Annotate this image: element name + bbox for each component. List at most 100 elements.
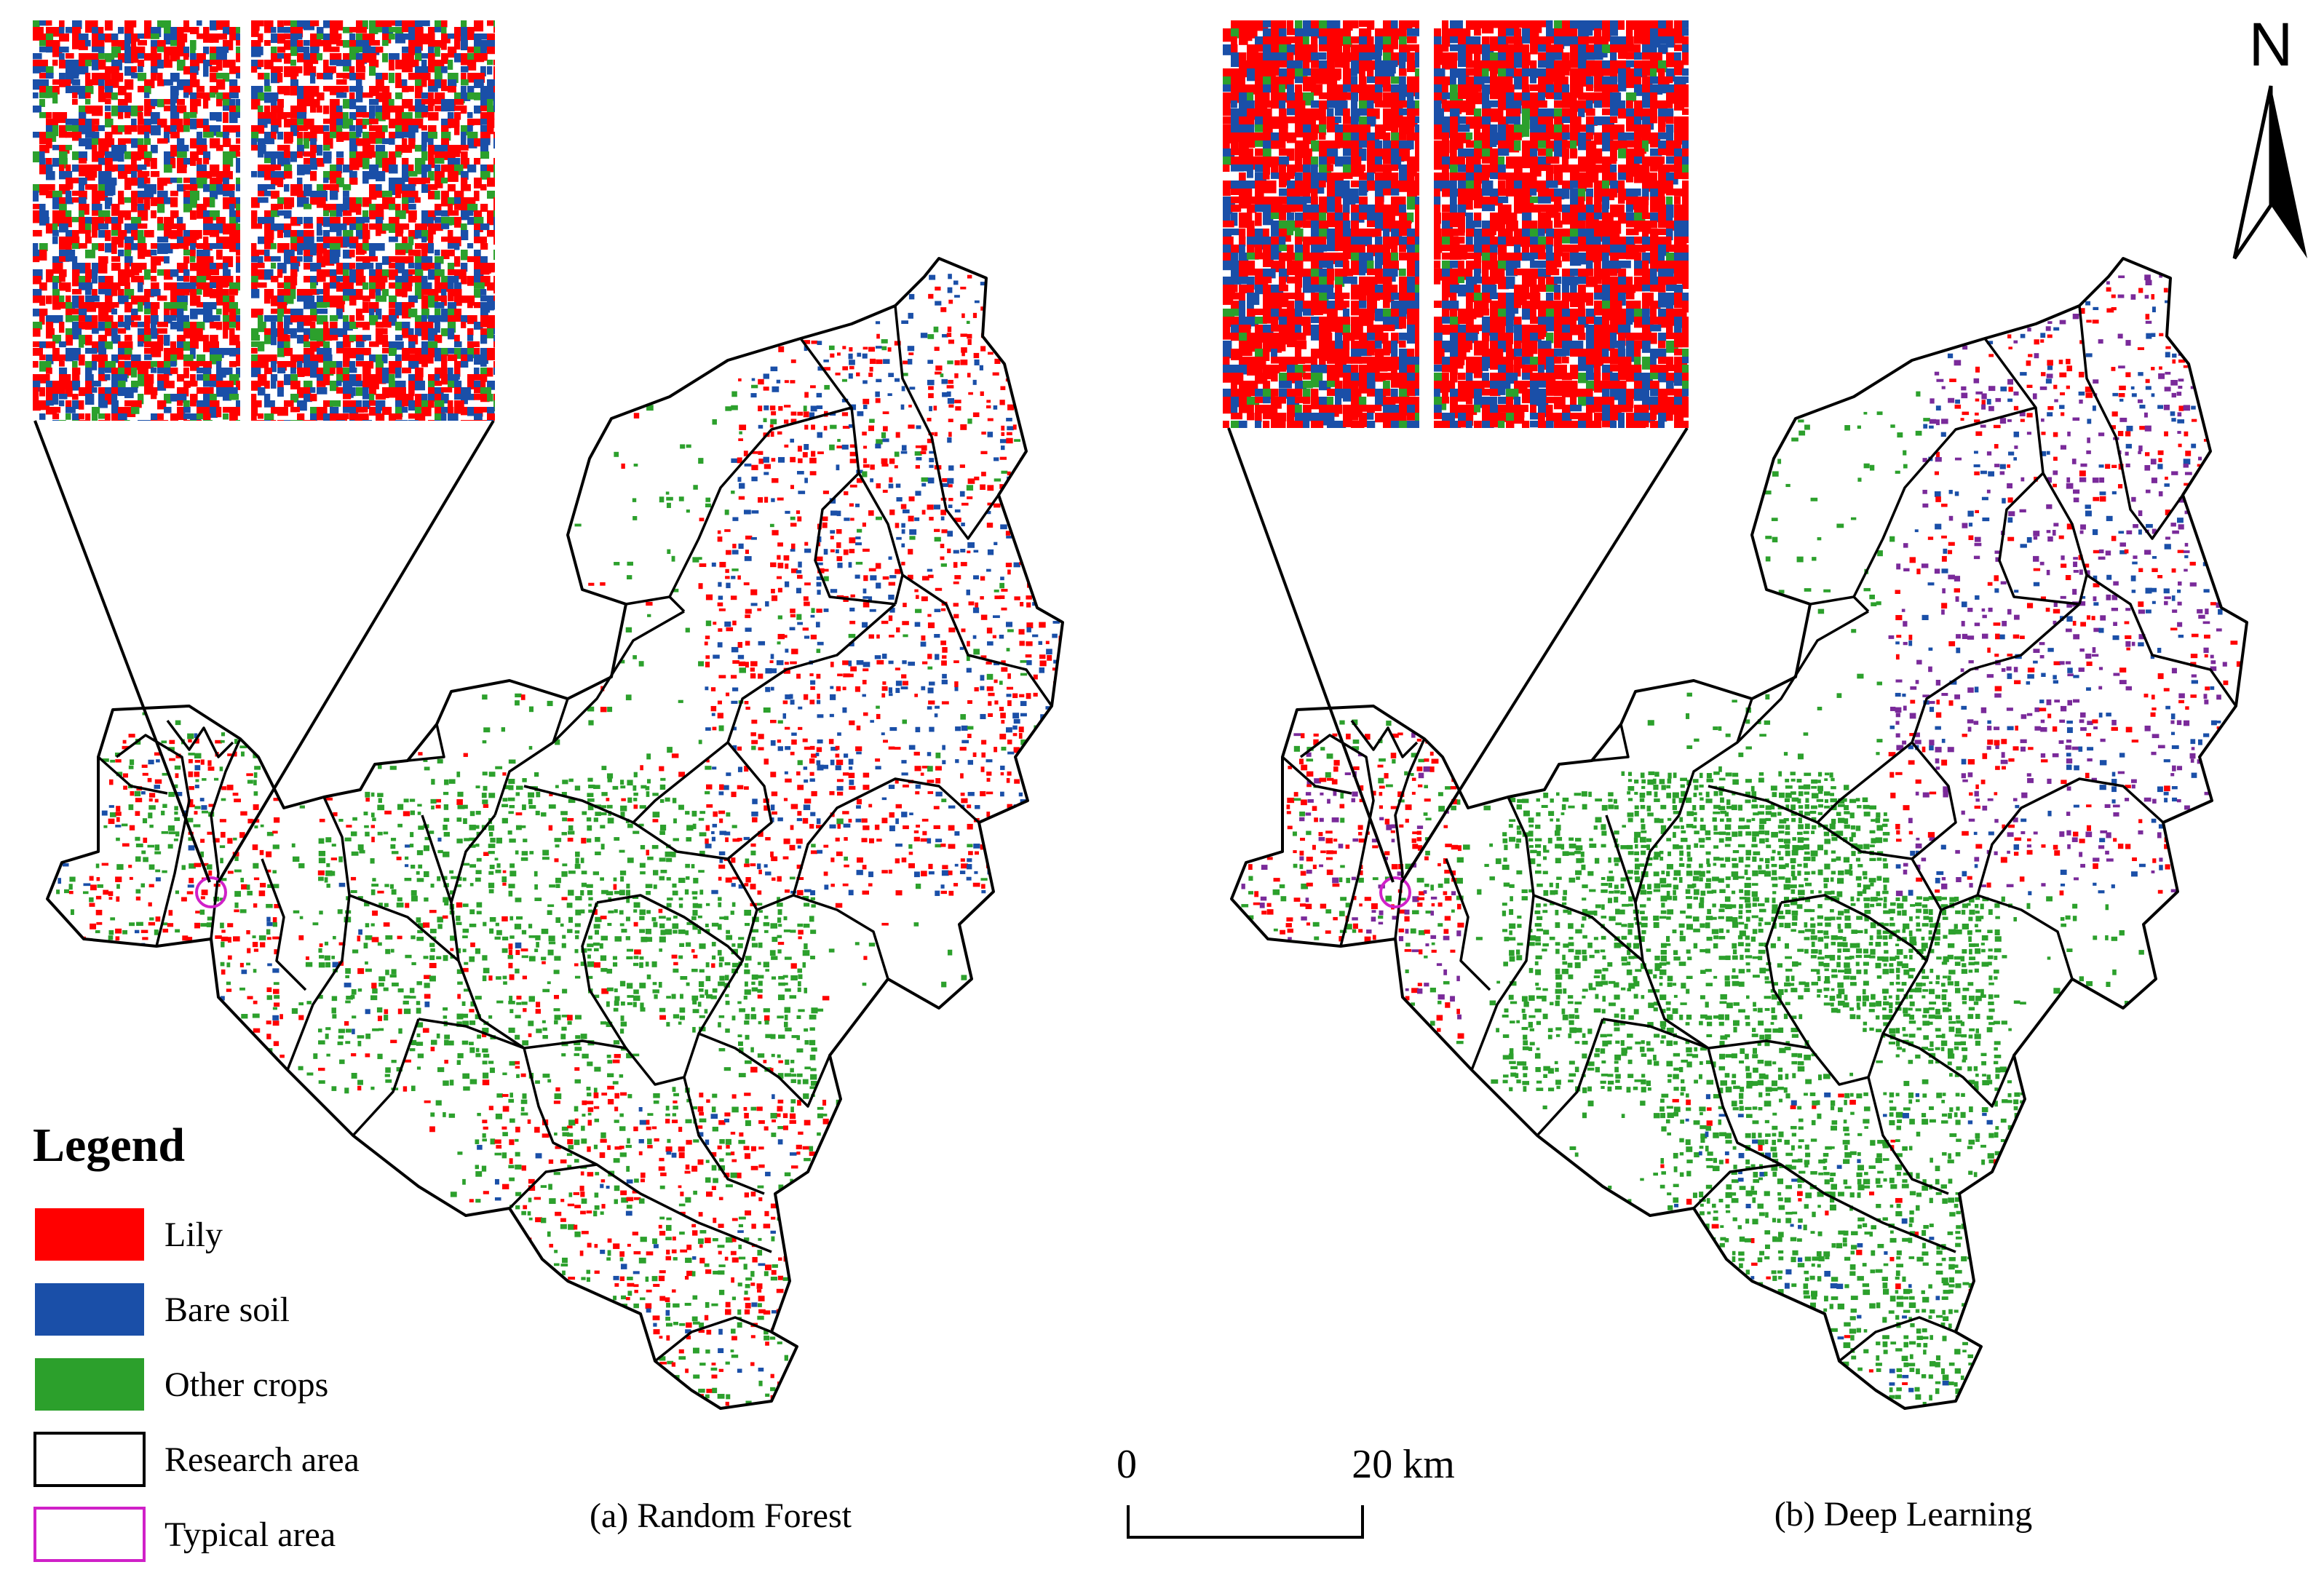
district-boundary xyxy=(1533,894,1644,962)
panel-label-random-forest: (a) Random Forest xyxy=(590,1496,852,1535)
inset-connector-left xyxy=(33,420,211,883)
district-boundary xyxy=(349,894,460,962)
district-boundary xyxy=(1940,894,2074,980)
district-boundary xyxy=(1536,1018,1604,1137)
district-boundary xyxy=(1299,734,1375,947)
legend-swatch-lily xyxy=(35,1208,144,1261)
district-boundary xyxy=(1605,814,1637,903)
district-boundary xyxy=(726,603,897,743)
district-boundaries xyxy=(97,305,1053,1363)
district-boundary xyxy=(668,406,852,613)
district-boundary xyxy=(1470,796,1535,1071)
district-boundary xyxy=(508,1163,598,1210)
district-boundary xyxy=(1816,741,1957,860)
district-boundary xyxy=(894,305,1000,540)
district-boundary xyxy=(421,814,453,903)
district-boundary xyxy=(407,723,445,762)
district-boundary xyxy=(683,909,765,1195)
district-boundary xyxy=(632,741,773,860)
district-boundary xyxy=(814,472,896,606)
district-boundary xyxy=(1765,902,1869,1086)
district-boundaries xyxy=(1281,305,2237,1363)
district-boundary xyxy=(493,610,685,816)
inset-connector-right xyxy=(1400,427,1689,884)
legend: Legend Lily Bare soil Other crops Resear… xyxy=(33,1119,360,1562)
district-boundary xyxy=(2078,305,2184,540)
district-boundary xyxy=(1281,756,1352,795)
district-boundary xyxy=(1394,738,1426,940)
legend-label-research-area: Research area xyxy=(164,1440,360,1479)
district-boundary xyxy=(115,734,191,947)
district-boundary xyxy=(552,698,569,743)
inset-connector-left xyxy=(1227,427,1395,883)
inset-connector-right xyxy=(217,419,495,884)
district-boundary xyxy=(1852,406,2037,613)
scale-bar: 0 20 km xyxy=(1117,1442,1455,1539)
district-boundary xyxy=(1736,698,1753,743)
district-boundary xyxy=(2086,574,2237,707)
legend-swatch-other-crops xyxy=(35,1358,144,1411)
scale-bar-line xyxy=(1127,1505,1364,1539)
district-boundary xyxy=(756,894,889,980)
north-arrow-icon-outline xyxy=(2232,85,2273,260)
north-arrow-label: N xyxy=(2249,10,2293,79)
district-boundary xyxy=(596,894,744,962)
district-boundary xyxy=(1998,472,2080,606)
district-boundary xyxy=(581,902,685,1086)
legend-swatch-typical-area xyxy=(33,1507,146,1562)
panel-label-deep-learning: (b) Deep Learning xyxy=(1774,1495,2033,1534)
district-boundary xyxy=(210,738,242,940)
district-boundary xyxy=(1350,719,1419,758)
district-boundary xyxy=(1983,337,2088,605)
inset-random-forest xyxy=(33,20,495,421)
district-boundary xyxy=(97,756,168,795)
research-area-boundary xyxy=(46,257,1064,1410)
district-boundary xyxy=(902,574,1053,707)
district-boundary xyxy=(1780,894,1928,962)
district-boundary xyxy=(450,814,627,1050)
north-arrow: N xyxy=(2232,10,2307,260)
district-boundary xyxy=(1867,909,1949,1195)
district-boundary xyxy=(1634,814,1811,1050)
typical-area-marker xyxy=(1379,876,1411,908)
district-boundary xyxy=(792,777,980,896)
district-boundary xyxy=(1602,1018,1956,1253)
classified-pixels-deep-learning xyxy=(1241,274,2247,1408)
district-boundary xyxy=(698,1032,831,1108)
classified-pixels-random-forest xyxy=(56,274,1063,1406)
district-boundary xyxy=(1591,723,1630,762)
legend-label-typical-area: Typical area xyxy=(164,1515,336,1554)
district-boundary xyxy=(1809,595,1855,606)
legend-title: Legend xyxy=(33,1119,185,1172)
district-boundary xyxy=(1445,858,1491,991)
district-boundary xyxy=(1692,1163,1782,1210)
district-boundary xyxy=(625,595,670,606)
district-boundary xyxy=(166,719,234,758)
district-boundary xyxy=(654,1316,772,1363)
district-boundary xyxy=(1678,610,1869,816)
legend-swatch-research-area xyxy=(33,1432,146,1487)
district-boundary xyxy=(1911,603,2081,743)
district-boundary xyxy=(1838,1316,1956,1363)
north-arrow-icon xyxy=(2271,86,2307,258)
scale-start-label: 0 xyxy=(1117,1442,1137,1487)
district-boundary xyxy=(799,337,904,605)
legend-label-lily: Lily xyxy=(164,1216,223,1254)
map-panel-deep-learning: (b) Deep Learning xyxy=(1223,20,2248,1534)
district-boundary xyxy=(523,785,758,911)
scale-end-label: 20 km xyxy=(1352,1442,1455,1487)
district-boundary xyxy=(418,1018,772,1253)
district-boundary xyxy=(1882,1032,2015,1108)
district-boundary xyxy=(352,1018,420,1137)
district-boundary xyxy=(261,858,307,991)
district-boundary xyxy=(1708,785,1943,911)
legend-swatch-bare-soil xyxy=(35,1283,144,1336)
typical-area-marker xyxy=(195,876,227,908)
map-panel-random-forest: (a) Random Forest xyxy=(33,20,1064,1535)
inset-deep-learning xyxy=(1223,20,1689,428)
district-boundary xyxy=(286,796,351,1071)
district-boundary xyxy=(1976,777,2165,896)
legend-label-bare-soil: Bare soil xyxy=(164,1291,290,1329)
legend-label-other-crops: Other crops xyxy=(164,1365,328,1404)
